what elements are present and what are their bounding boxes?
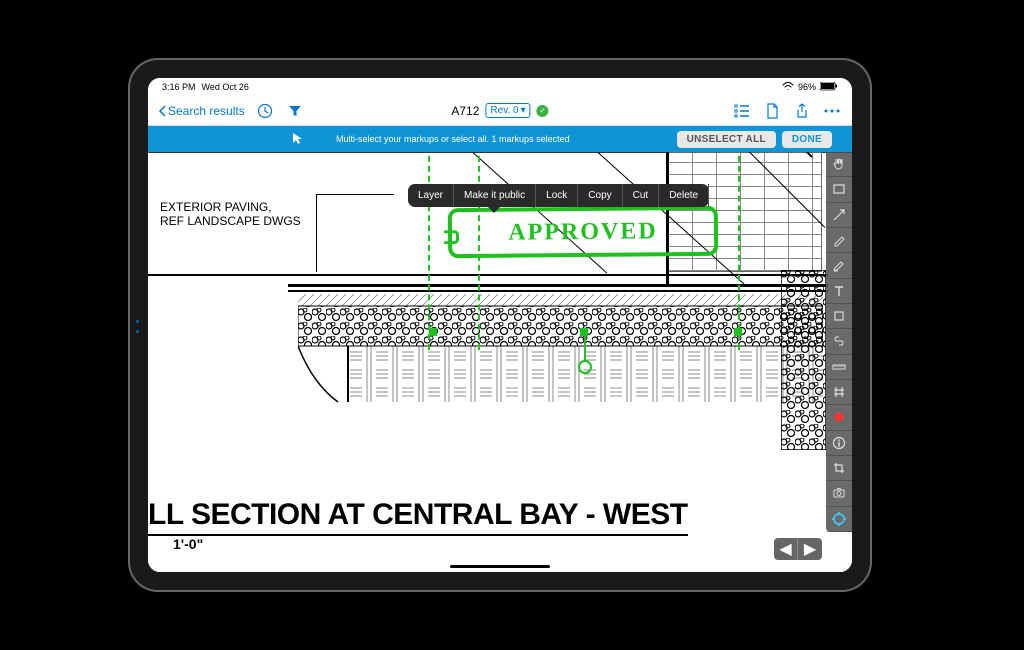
ipad-screen: 3:16 PM Wed Oct 26 96% Search results	[148, 78, 852, 572]
next-page-button[interactable]: ▶	[798, 538, 822, 560]
section-underline	[148, 534, 688, 536]
chevron-down-icon: ▾	[521, 105, 526, 116]
pointer-icon	[288, 130, 306, 148]
status-battery: 96%	[798, 82, 816, 92]
nav-bar: Search results A712 Rev. 0 ▾ ✓	[148, 96, 852, 126]
status-time: 3:16 PM	[162, 82, 196, 92]
rotation-handle[interactable]	[578, 360, 592, 374]
prev-page-button[interactable]: ◀	[774, 538, 798, 560]
drawing-hatch	[781, 270, 826, 450]
battery-icon	[820, 82, 838, 93]
document-button[interactable]	[762, 101, 782, 121]
leader-line	[316, 194, 394, 195]
revision-selector[interactable]: Rev. 0 ▾	[485, 103, 530, 118]
page-nav-arrows: ◀ ▶	[774, 538, 822, 560]
drawing-hatch	[298, 294, 823, 404]
ctx-arrow	[488, 207, 500, 213]
revision-label: Rev. 0	[490, 105, 518, 116]
leader-line	[316, 194, 317, 272]
share-icon	[795, 103, 809, 119]
tool-arrow[interactable]	[826, 203, 852, 228]
unselect-all-button[interactable]: UNSELECT ALL	[677, 131, 776, 148]
drawing-line	[148, 274, 828, 276]
share-button[interactable]	[792, 101, 812, 121]
drawing-line	[288, 290, 828, 292]
selection-handle[interactable]	[580, 328, 588, 336]
tool-pen[interactable]	[826, 228, 852, 253]
tool-link[interactable]	[826, 329, 852, 354]
tool-shape[interactable]	[826, 304, 852, 329]
markup-toolbar	[826, 152, 852, 532]
more-icon	[823, 108, 841, 114]
filter-button[interactable]	[285, 101, 305, 121]
more-button[interactable]	[822, 101, 842, 121]
back-button[interactable]: Search results	[158, 104, 245, 118]
selection-hint: Multi-select your markups or select all.…	[336, 134, 570, 144]
filter-icon	[287, 103, 303, 119]
done-button[interactable]: DONE	[782, 131, 832, 148]
ipad-dot	[136, 330, 139, 333]
selection-handle[interactable]	[429, 328, 437, 336]
status-date: Wed Oct 26	[202, 82, 249, 92]
ctx-make-public[interactable]: Make it public	[454, 184, 536, 207]
selection-handle[interactable]	[734, 328, 742, 336]
list-button[interactable]	[732, 101, 752, 121]
tool-text[interactable]	[826, 279, 852, 304]
annotation-line: EXTERIOR PAVING,	[160, 200, 272, 214]
tool-highlight[interactable]	[826, 253, 852, 278]
selection-guide	[428, 152, 430, 350]
scale-text: 1'-0"	[173, 536, 203, 552]
tool-record[interactable]	[826, 405, 852, 430]
drawing-canvas[interactable]: EXTERIOR PAVING, REF LANDSCAPE DWGS APPR…	[148, 152, 852, 572]
context-menu: Layer Make it public Lock Copy Cut Delet…	[408, 184, 709, 207]
home-indicator[interactable]	[450, 565, 550, 568]
history-button[interactable]	[255, 101, 275, 121]
chevron-left-icon	[158, 105, 166, 117]
annotation-text: EXTERIOR PAVING, REF LANDSCAPE DWGS	[160, 200, 301, 229]
clock-icon	[257, 103, 273, 119]
ctx-copy[interactable]: Copy	[578, 184, 622, 207]
status-bar: 3:16 PM Wed Oct 26 96%	[148, 78, 852, 96]
ctx-delete[interactable]: Delete	[659, 184, 709, 207]
verified-icon: ✓	[537, 105, 549, 117]
tool-crop[interactable]	[826, 456, 852, 481]
ctx-lock[interactable]: Lock	[536, 184, 578, 207]
ipad-frame: 3:16 PM Wed Oct 26 96% Search results	[130, 60, 870, 590]
stamp-text: APPROVED	[508, 218, 658, 246]
selection-bar: Multi-select your markups or select all.…	[148, 126, 852, 152]
ctx-layer[interactable]: Layer	[408, 184, 454, 207]
tool-target[interactable]	[826, 507, 852, 532]
approved-stamp[interactable]: APPROVED	[448, 206, 718, 258]
section-title: LL SECTION AT CENTRAL BAY - WEST	[148, 498, 688, 532]
tool-hash[interactable]	[826, 380, 852, 405]
back-label: Search results	[168, 104, 245, 118]
list-icon	[734, 104, 750, 118]
document-id: A712	[451, 104, 479, 118]
ipad-dot	[136, 320, 139, 323]
annotation-line: REF LANDSCAPE DWGS	[160, 214, 301, 228]
ctx-cut[interactable]: Cut	[623, 184, 660, 207]
wifi-icon	[782, 81, 794, 93]
selection-guide	[738, 152, 740, 350]
tool-rect[interactable]	[826, 177, 852, 202]
tool-camera[interactable]	[826, 481, 852, 506]
rotation-stem	[584, 336, 586, 360]
tool-hand[interactable]	[826, 152, 852, 177]
document-icon	[766, 103, 779, 119]
tool-info[interactable]	[826, 431, 852, 456]
tool-ruler[interactable]	[826, 355, 852, 380]
